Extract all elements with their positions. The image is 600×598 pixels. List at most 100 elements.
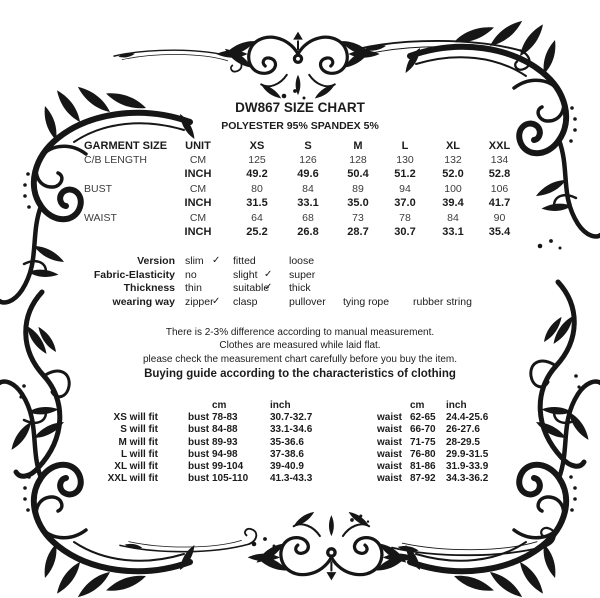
- table-cell: 28-29.5: [446, 436, 480, 448]
- table-cell: waist: [377, 424, 403, 436]
- note-line: please check the measurement chart caref…: [142, 353, 458, 365]
- table-cell: INCH: [184, 168, 212, 181]
- table-cell: 37.0: [394, 197, 416, 210]
- table-cell: waist: [377, 412, 403, 424]
- feature-option: clasp: [233, 296, 258, 309]
- table-cell: 29.9-31.5: [446, 448, 489, 460]
- table-cell: 76-80: [410, 448, 436, 460]
- table-cell: 41.7: [488, 197, 511, 210]
- table-cell: bust: [188, 412, 210, 424]
- table-cell: 28.7: [347, 226, 369, 239]
- table-cell: XL: [445, 139, 461, 152]
- table-cell: XS will fit: [113, 412, 158, 424]
- measurement-notes: There is 2-3% difference according to ma…: [60, 326, 540, 380]
- table-cell: 94: [399, 183, 411, 196]
- table-cell: 64: [251, 211, 263, 224]
- table-cell: XXL: [488, 139, 511, 152]
- table-cell: M: [353, 139, 363, 152]
- table-cell: WAIST: [84, 211, 117, 224]
- check-icon: ✓: [212, 255, 221, 266]
- table-cell: 89: [352, 183, 364, 196]
- table-cell: 35.4: [488, 226, 511, 239]
- table-cell: cm: [212, 400, 227, 412]
- feature-option: tying rope: [343, 296, 390, 309]
- table-cell: UNIT: [185, 139, 211, 152]
- table-row: INCH 31.5 33.1 35.0 37.0 39.4 41.7: [84, 197, 521, 211]
- table-cell: 51.2: [394, 168, 416, 181]
- table-cell: [88, 400, 158, 412]
- feature-option: thin: [185, 282, 202, 295]
- check-icon: ✓: [264, 282, 273, 294]
- table-cell: GARMENT SIZE: [84, 139, 168, 152]
- feature-option: no: [185, 268, 197, 281]
- table-cell: CM: [189, 211, 207, 224]
- table-cell: 52.8: [488, 168, 511, 181]
- table-cell: 62-65: [410, 412, 436, 424]
- table-cell: S will fit: [120, 424, 158, 436]
- table-cell: L: [401, 139, 409, 152]
- table-cell: 125: [248, 154, 266, 167]
- feature-option: pullover: [289, 296, 326, 309]
- table-cell: INCH: [184, 197, 212, 210]
- table-cell: 35.0: [347, 197, 369, 210]
- table-cell: 30.7: [394, 226, 416, 239]
- table-cell: 84: [447, 211, 459, 224]
- feature-option: loose: [289, 255, 315, 267]
- table-cell: XL will fit: [114, 461, 158, 473]
- table-cell: 66-70: [410, 424, 436, 436]
- table-row: XS will fit bust 78-83 30.7-32.7 waist 62-65 2…: [88, 412, 500, 424]
- table-cell: 80: [251, 183, 263, 196]
- table-cell: 84: [302, 183, 314, 196]
- table-cell: S: [304, 139, 312, 152]
- feature-row-version: Version slim ✓ fitted loose: [85, 255, 521, 269]
- table-cell: 52.0: [442, 168, 464, 181]
- table-cell: 100: [444, 183, 462, 196]
- table-cell: 90: [493, 211, 506, 224]
- table-cell: waist: [377, 461, 403, 473]
- table-cell: 106: [490, 183, 509, 196]
- table-cell: 25.2: [246, 226, 268, 239]
- table-row: L will fit bust 94-98 37-38.6 waist 76-80 29.9…: [88, 449, 500, 461]
- feature-option: super: [289, 268, 316, 281]
- table-cell: bust: [188, 436, 210, 448]
- table-cell: XXL will fit: [107, 473, 158, 485]
- table-cell: cm: [410, 400, 425, 412]
- feature-option: suitable: [233, 282, 270, 295]
- table-row: cm inch cm inch: [88, 400, 500, 412]
- table-cell: 34.3-36.2: [446, 473, 489, 485]
- buying-guide-heading: Buying guide according to the characteri…: [144, 368, 456, 381]
- table-cell: waist: [377, 448, 403, 460]
- table-cell: L will fit: [120, 448, 158, 460]
- table-cell: 26-27.6: [446, 424, 480, 436]
- table-row: BUST CM 80 84 89 94 100 106: [84, 182, 521, 196]
- feature-row-elasticity: Fabric-Elasticity no slight ✓ super: [85, 269, 521, 283]
- feature-label: Fabric-Elasticity: [93, 268, 175, 281]
- table-cell: 39-40.9: [270, 461, 304, 473]
- table-cell: 94-98: [212, 448, 238, 460]
- table-cell: waist: [377, 436, 403, 448]
- table-cell: M will fit: [118, 436, 158, 448]
- table-cell: 37-38.6: [270, 448, 304, 460]
- table-cell: 130: [396, 154, 414, 167]
- feature-label: Version: [137, 255, 175, 267]
- table-cell: CM: [189, 183, 207, 196]
- feature-option: slight: [233, 268, 258, 281]
- table-cell: 39.4: [442, 197, 464, 210]
- table-cell: CM: [189, 154, 207, 167]
- table-row: GARMENT SIZE UNIT XS S M L XL XXL: [84, 139, 521, 153]
- feature-option: rubber string: [413, 296, 472, 309]
- note-line: There is 2-3% difference according to ma…: [165, 327, 435, 338]
- table-cell: waist: [377, 473, 403, 485]
- table-cell: 89-93: [212, 436, 238, 448]
- table-cell: [84, 197, 164, 211]
- table-cell: 78: [399, 211, 411, 224]
- table-cell: XS: [249, 139, 265, 152]
- feature-option: zipper: [185, 296, 214, 309]
- table-cell: 87-92: [410, 473, 436, 485]
- note-line: Clothes are measured while laid flat.: [219, 340, 381, 352]
- table-cell: inch: [270, 400, 291, 412]
- table-row: S will fit bust 84-88 33.1-34.6 waist 66-70 26…: [88, 424, 500, 436]
- table-cell: 73: [352, 211, 364, 224]
- table-cell: 99-104: [212, 461, 244, 473]
